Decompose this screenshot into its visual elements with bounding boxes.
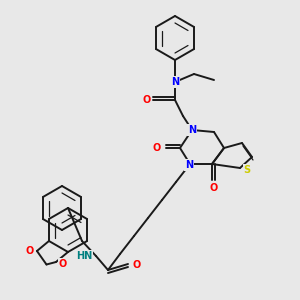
Text: O: O xyxy=(153,143,161,153)
Text: O: O xyxy=(26,246,34,256)
Text: N: N xyxy=(188,125,196,135)
Text: S: S xyxy=(243,165,250,175)
Text: N: N xyxy=(171,77,179,87)
Text: O: O xyxy=(59,259,67,269)
Text: O: O xyxy=(143,95,151,105)
Text: O: O xyxy=(210,183,218,193)
Text: O: O xyxy=(133,260,141,270)
Text: HN: HN xyxy=(76,251,92,261)
Text: N: N xyxy=(185,160,193,170)
